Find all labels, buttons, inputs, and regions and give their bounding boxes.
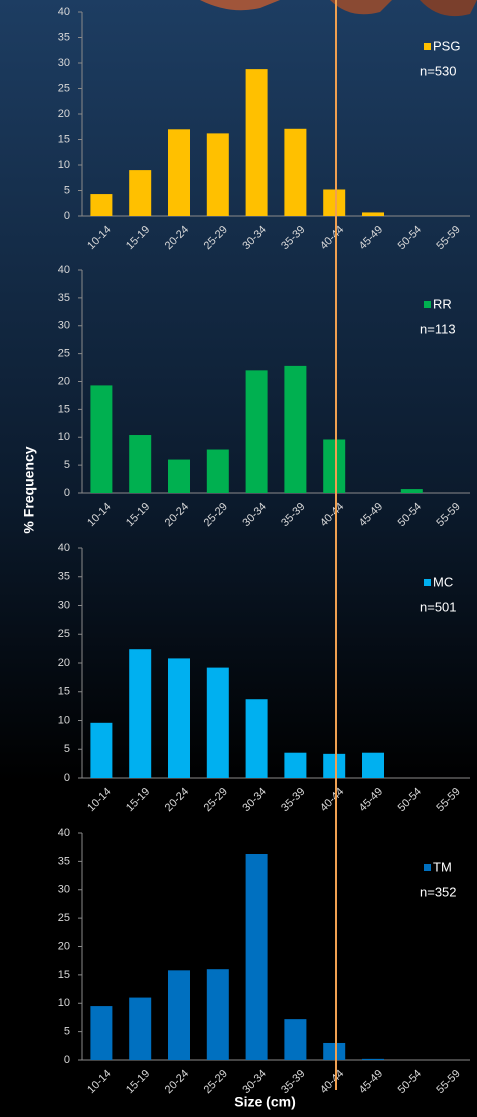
- bar: [129, 997, 152, 1060]
- legend-label: RR: [433, 296, 452, 311]
- y-tick-label: 0: [64, 1054, 70, 1066]
- y-tick-label: 40: [58, 6, 70, 18]
- y-tick-label: 40: [58, 264, 70, 276]
- y-tick-label: 35: [58, 571, 70, 583]
- bar: [168, 970, 190, 1060]
- bar: [90, 722, 113, 778]
- y-tick-label: 10: [58, 159, 70, 171]
- y-tick-label: 0: [64, 210, 70, 222]
- bar: [323, 1042, 346, 1060]
- bar: [284, 752, 307, 778]
- legend-swatch: [424, 43, 431, 50]
- bar: [284, 128, 307, 216]
- bar: [245, 69, 268, 217]
- y-tick-label: 5: [64, 184, 70, 196]
- y-tick-label: 15: [58, 686, 70, 698]
- y-tick-label: 30: [58, 884, 70, 896]
- bar: [284, 365, 307, 493]
- y-tick-label: 5: [64, 743, 70, 755]
- bar: [206, 969, 229, 1060]
- bar: [129, 170, 152, 216]
- fish-image: [330, 0, 392, 15]
- y-tick-label: 15: [58, 133, 70, 145]
- bar: [206, 133, 229, 216]
- y-tick-label: 20: [58, 940, 70, 952]
- annotation: n=530: [420, 63, 457, 78]
- y-tick-label: 30: [58, 320, 70, 332]
- annotation: n=352: [420, 884, 457, 899]
- annotation: n=113: [420, 321, 456, 336]
- bar: [129, 435, 152, 493]
- y-tick-label: 30: [58, 57, 70, 69]
- legend-label: PSG: [433, 38, 460, 53]
- bar: [168, 658, 190, 778]
- y-tick-label: 25: [58, 628, 70, 640]
- y-tick-label: 40: [58, 827, 70, 839]
- bar: [362, 752, 384, 778]
- y-tick-label: 10: [58, 997, 70, 1009]
- bar: [206, 449, 229, 493]
- y-tick-label: 5: [64, 1026, 70, 1038]
- x-axis-label: Size (cm): [234, 1094, 295, 1110]
- legend-swatch: [424, 864, 431, 871]
- bar: [206, 667, 229, 778]
- bar: [323, 753, 346, 778]
- legend-swatch: [424, 301, 431, 308]
- bar: [400, 489, 423, 493]
- y-tick-label: 20: [58, 108, 70, 120]
- y-tick-label: 30: [58, 599, 70, 611]
- y-tick-label: 35: [58, 292, 70, 304]
- bar: [362, 212, 384, 216]
- bar: [245, 853, 268, 1060]
- bar: [90, 385, 113, 493]
- annotation: n=501: [420, 599, 457, 614]
- bar: [90, 194, 113, 216]
- legend-label: MC: [433, 574, 453, 589]
- bar: [129, 649, 152, 778]
- y-axis-label: % Frequency: [21, 446, 37, 533]
- y-tick-label: 35: [58, 31, 70, 43]
- y-tick-label: 0: [64, 487, 70, 499]
- y-tick-label: 35: [58, 855, 70, 867]
- y-tick-label: 25: [58, 82, 70, 94]
- bar: [168, 459, 190, 493]
- bar: [245, 699, 268, 778]
- fish-image: [200, 0, 280, 11]
- fish-image: [420, 0, 477, 17]
- y-tick-label: 10: [58, 431, 70, 443]
- legend-label: TM: [433, 859, 452, 874]
- legend-swatch: [424, 579, 431, 586]
- y-tick-label: 25: [58, 348, 70, 360]
- bar: [323, 439, 346, 493]
- y-tick-label: 15: [58, 403, 70, 415]
- y-tick-label: 15: [58, 969, 70, 981]
- bar: [168, 129, 190, 216]
- y-tick-label: 5: [64, 459, 70, 471]
- y-tick-label: 20: [58, 657, 70, 669]
- y-tick-label: 0: [64, 772, 70, 784]
- y-tick-label: 40: [58, 542, 70, 554]
- y-tick-label: 20: [58, 375, 70, 387]
- y-tick-label: 10: [58, 714, 70, 726]
- y-tick-label: 25: [58, 912, 70, 924]
- bar: [362, 1058, 384, 1060]
- bar: [284, 1019, 307, 1060]
- bar: [245, 370, 268, 493]
- bar: [323, 189, 346, 216]
- bar: [90, 1006, 113, 1060]
